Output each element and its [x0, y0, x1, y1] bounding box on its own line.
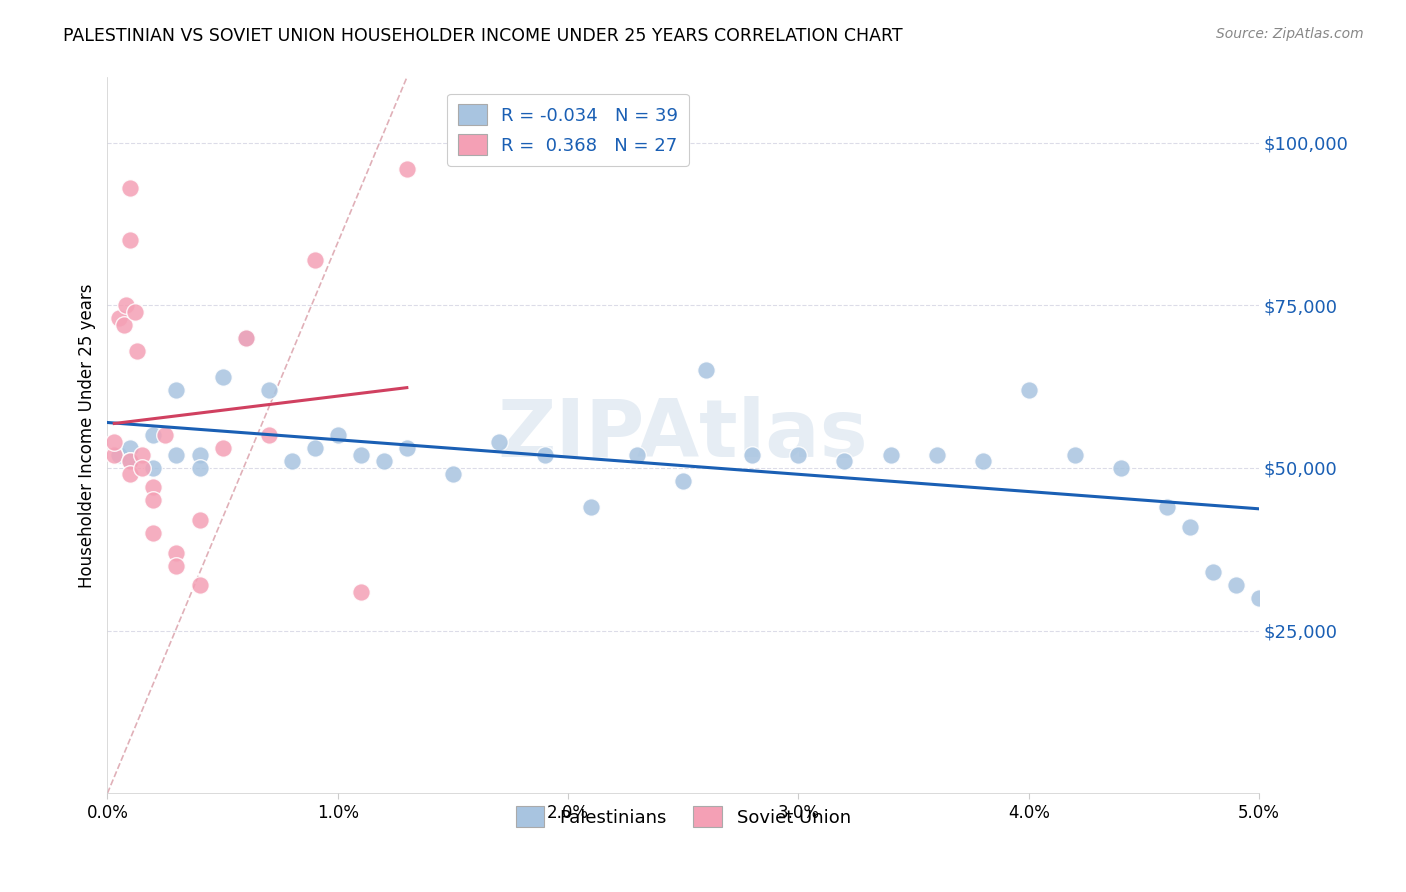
Point: [142, 493, 165, 508]
Point: [326, 428, 349, 442]
Point: [166, 383, 188, 397]
Point: [188, 461, 211, 475]
Point: [235, 331, 257, 345]
Point: [834, 454, 856, 468]
Point: [534, 448, 557, 462]
Point: [395, 161, 418, 176]
Point: [304, 442, 326, 456]
Point: [488, 434, 510, 449]
Point: [131, 461, 153, 475]
Point: [166, 558, 188, 573]
Point: [350, 448, 373, 462]
Point: [626, 448, 648, 462]
Point: [103, 434, 125, 449]
Point: [131, 448, 153, 462]
Point: [280, 454, 302, 468]
Point: [1018, 383, 1040, 397]
Point: [672, 474, 695, 488]
Point: [120, 442, 142, 456]
Point: [188, 513, 211, 527]
Point: [120, 233, 142, 247]
Point: [395, 442, 418, 456]
Point: [112, 318, 135, 332]
Point: [114, 298, 136, 312]
Legend: Palestinians, Soviet Union: Palestinians, Soviet Union: [509, 799, 858, 834]
Text: PALESTINIAN VS SOVIET UNION HOUSEHOLDER INCOME UNDER 25 YEARS CORRELATION CHART: PALESTINIAN VS SOVIET UNION HOUSEHOLDER …: [63, 27, 903, 45]
Point: [1063, 448, 1085, 462]
Point: [124, 304, 146, 318]
Point: [153, 428, 176, 442]
Point: [373, 454, 395, 468]
Point: [103, 448, 125, 462]
Point: [925, 448, 948, 462]
Point: [1249, 591, 1271, 606]
Point: [211, 369, 233, 384]
Point: [304, 252, 326, 267]
Point: [108, 311, 131, 326]
Point: [120, 467, 142, 482]
Point: [120, 454, 142, 468]
Point: [257, 428, 280, 442]
Point: [441, 467, 464, 482]
Point: [188, 578, 211, 592]
Point: [972, 454, 994, 468]
Point: [120, 181, 142, 195]
Point: [1109, 461, 1132, 475]
Point: [879, 448, 901, 462]
Y-axis label: Householder Income Under 25 years: Householder Income Under 25 years: [79, 283, 96, 588]
Point: [741, 448, 763, 462]
Point: [350, 584, 373, 599]
Point: [166, 448, 188, 462]
Point: [188, 448, 211, 462]
Point: [787, 448, 810, 462]
Point: [235, 331, 257, 345]
Point: [127, 343, 149, 358]
Point: [257, 383, 280, 397]
Point: [142, 526, 165, 541]
Point: [142, 480, 165, 494]
Point: [211, 442, 233, 456]
Point: [1225, 578, 1247, 592]
Text: Source: ZipAtlas.com: Source: ZipAtlas.com: [1216, 27, 1364, 41]
Point: [695, 363, 717, 377]
Point: [142, 461, 165, 475]
Point: [1178, 519, 1201, 533]
Text: ZIPAtlas: ZIPAtlas: [498, 396, 869, 475]
Point: [579, 500, 602, 514]
Point: [166, 545, 188, 559]
Point: [1202, 565, 1225, 579]
Point: [1156, 500, 1178, 514]
Point: [142, 428, 165, 442]
Point: [120, 454, 142, 468]
Point: [108, 448, 131, 462]
